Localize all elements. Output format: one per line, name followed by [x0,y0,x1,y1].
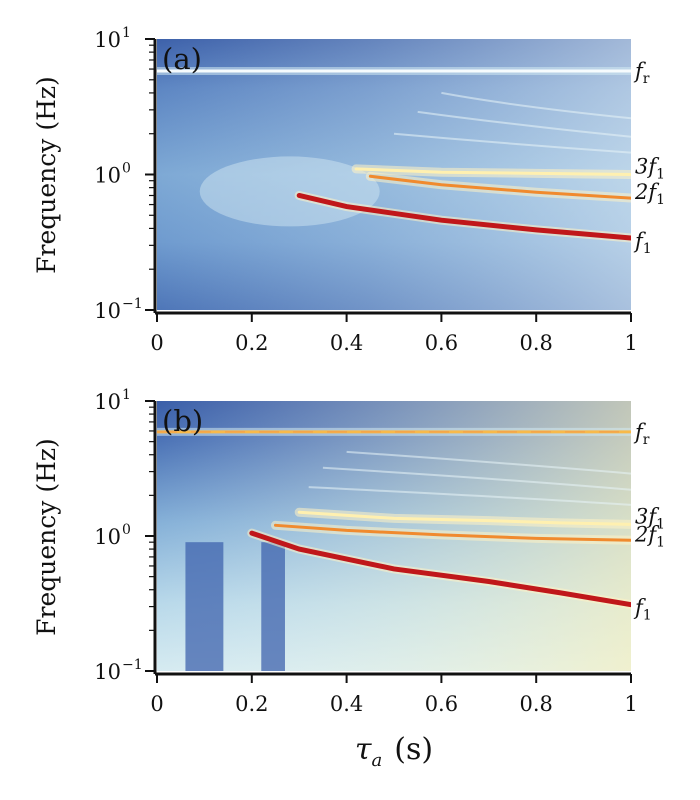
panel-label: (b) [162,404,203,438]
x-tick-label: 0 [150,331,163,355]
heatmap-faint-harmonic [308,486,631,506]
band-label-fr: fr [633,59,650,87]
band-label-f1: f1 [633,229,652,257]
band-label-2f1: 2f1 [634,180,665,208]
x-tick-label: 1 [624,331,637,355]
x-tick-label: 0.8 [519,692,552,716]
y-axis-title: Frequency (Hz) [32,438,61,636]
x-tick-label: 0.2 [235,692,268,716]
y-tick-label: 10 [94,525,121,549]
heatmap-dark-stripe [185,542,224,671]
heatmap-faint-harmonic [322,466,631,491]
x-tick-label: 0.8 [519,331,552,355]
x-tick-label: 0.2 [235,331,268,355]
band-3f1 [354,167,631,176]
y-tick-exponent: −1 [122,296,143,312]
x-tick-label: 0.6 [425,692,458,716]
y-tick-label: 10 [94,390,121,414]
panel-label: (a) [162,42,202,76]
band-label-3f1: 3f1 [635,155,665,183]
x-tick-label: 1 [624,692,637,716]
y-tick-exponent: 0 [122,161,131,177]
heatmap-content [157,427,631,671]
y-tick-label: 10 [94,660,121,684]
y-tick-label: 10 [94,299,121,323]
y-tick-exponent: −1 [122,657,143,673]
heatmap-content [157,67,631,243]
band-f1 [296,192,631,241]
heatmap-faint-harmonic [346,450,631,475]
band-2f1 [368,174,631,200]
x-tick-label: 0 [150,692,163,716]
band-f1 [249,530,631,608]
band-label-fr: fr [633,420,650,448]
y-tick-exponent: 1 [122,25,131,41]
heatmap-faint-harmonic [393,132,631,154]
y-tick-label: 10 [94,164,121,188]
x-axis-title: τa (s) [355,732,433,771]
heatmap-faint-harmonic [441,91,631,120]
heatmap-glow [199,156,380,227]
x-tick-label: 0.4 [330,331,363,355]
y-tick-exponent: 0 [122,522,131,538]
y-axis-title: Frequency (Hz) [32,76,61,274]
band-3f1 [297,510,631,526]
y-tick-exponent: 1 [122,387,131,403]
y-tick-label: 10 [94,28,121,52]
band-label-f1: f1 [633,596,652,624]
x-tick-label: 0.4 [330,692,363,716]
x-tick-label: 0.6 [425,331,458,355]
band-2f1 [274,523,631,542]
heatmap-dark-stripe [261,542,285,671]
heatmap-faint-harmonic [417,110,631,138]
